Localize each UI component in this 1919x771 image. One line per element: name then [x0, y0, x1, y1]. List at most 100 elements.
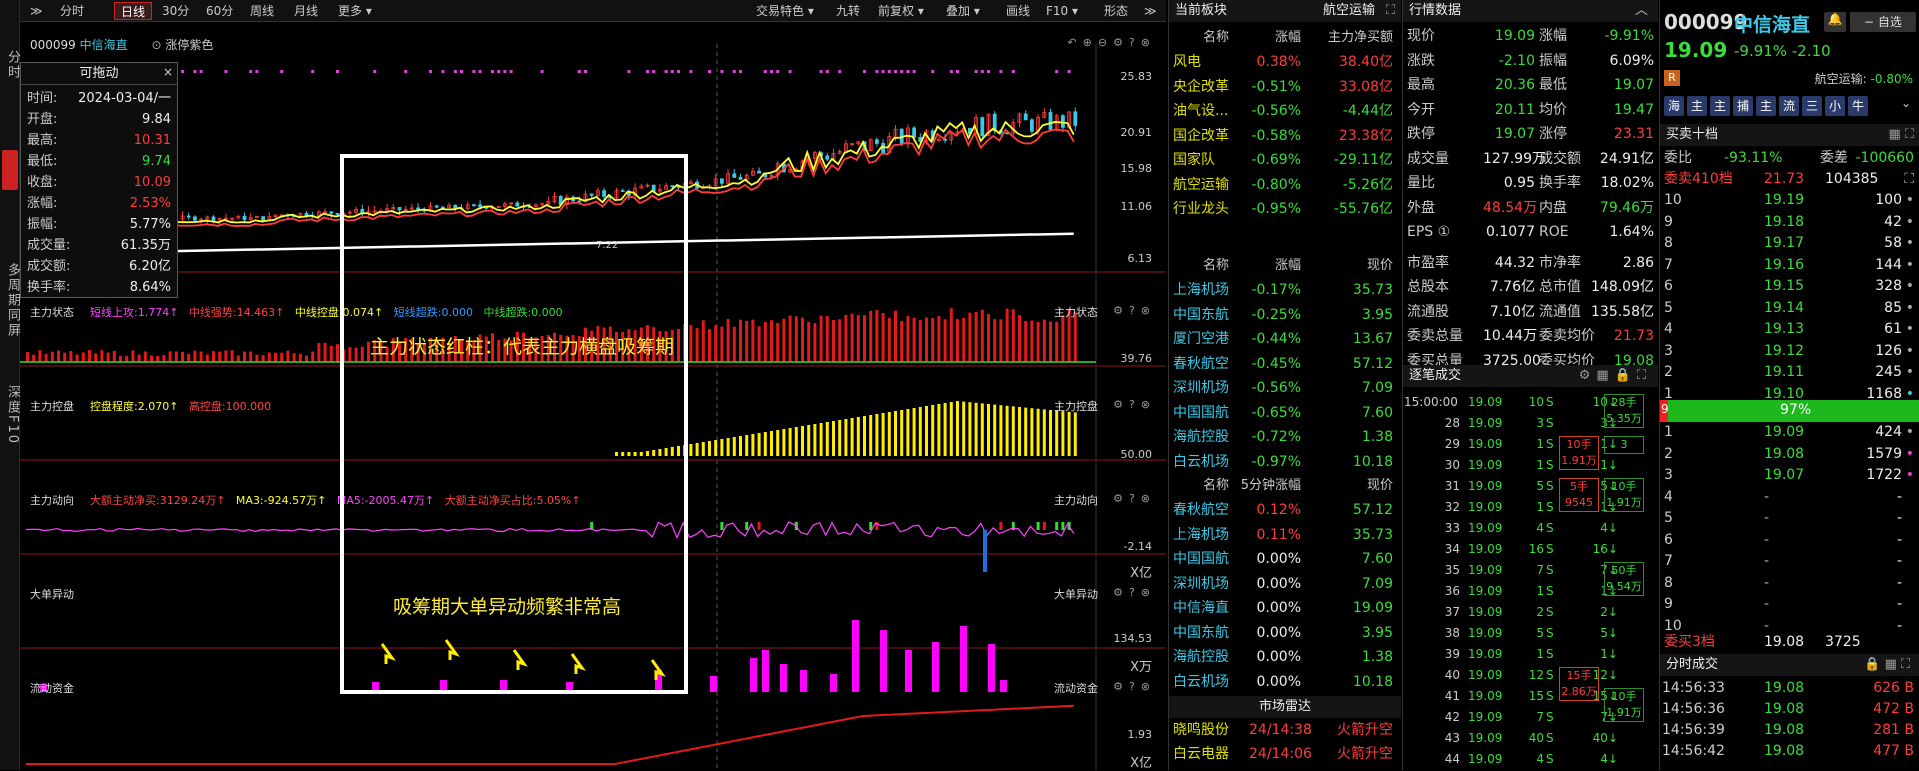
sector-row[interactable]: 风电 0.38% 38.40亿: [1169, 50, 1401, 74]
close-icon[interactable]: ×: [162, 65, 173, 79]
ticks-tools[interactable]: ⚙▦🔒⛶: [1578, 368, 1652, 383]
ask-level[interactable]: 8 19.17 58 •: [1660, 233, 1919, 254]
strip-fenshi[interactable]: 分时: [5, 50, 20, 80]
bell-icon[interactable]: 🔔: [1824, 12, 1846, 32]
menu-overlay[interactable]: 叠加 ▾: [946, 4, 980, 18]
menu-adjust[interactable]: 前复权 ▾: [878, 4, 924, 18]
lock-icon[interactable]: 🔒▦⛶: [1864, 657, 1914, 672]
strip-collapse-button[interactable]: [2, 150, 18, 190]
sector-row[interactable]: 上海机场 0.11% 35.73: [1169, 523, 1401, 547]
feature-badge[interactable]: 捕: [1733, 96, 1753, 116]
sector-row[interactable]: 国企改革 -0.58% 23.38亿: [1169, 124, 1401, 148]
ask-level[interactable]: 6 19.15 328 •: [1660, 276, 1919, 297]
sector-row[interactable]: 白云机场 -0.97% 10.18: [1169, 450, 1401, 474]
bid-level[interactable]: 1 19.09 424 •: [1660, 422, 1919, 443]
sector-row[interactable]: 国家队 -0.69% -29.11亿: [1169, 148, 1401, 172]
settings-icon[interactable]: ▦ ⛶: [1888, 127, 1914, 142]
feature-badge[interactable]: 三: [1802, 96, 1822, 116]
candle-info-box[interactable]: 可拖动 × 时间: 2024-03-04/一 开盘: 9.84 最高: 10.31 最低: 9…: [20, 62, 178, 298]
collapse-icon[interactable]: ︿: [1634, 3, 1648, 18]
sector-row[interactable]: 中国国航 -0.65% 7.60: [1169, 401, 1401, 425]
feature-badge[interactable]: 海: [1664, 96, 1684, 116]
sector-row[interactable]: 春秋航空 -0.45% 57.12: [1169, 352, 1401, 376]
sector-row[interactable]: 行业龙头 -0.95% -55.76亿: [1169, 197, 1401, 221]
tab-weekly[interactable]: 周线: [250, 4, 275, 18]
sector-row[interactable]: 春秋航空 0.12% 57.12: [1169, 498, 1401, 522]
bid-level[interactable]: 6 - -: [1660, 530, 1919, 551]
panel4-tools[interactable]: ⚙?⊗: [1113, 586, 1156, 599]
sector-row[interactable]: 深圳机场 0.00% 7.09: [1169, 572, 1401, 596]
ask-level[interactable]: 5 19.14 85 •: [1660, 298, 1919, 319]
bid-level[interactable]: 9 - -: [1660, 594, 1919, 615]
sector-row[interactable]: 厦门空港 -0.44% 13.67: [1169, 327, 1401, 351]
status-bar: [274, 352, 277, 362]
ask-level[interactable]: 1 19.10 1168 •: [1660, 384, 1919, 405]
tab-daily[interactable]: 日线: [114, 2, 153, 20]
ask-level[interactable]: 7 19.16 144 •: [1660, 255, 1919, 276]
bid-level[interactable]: 5 - -: [1660, 508, 1919, 529]
orderbook-tab[interactable]: 买卖十档 ▦ ⛶: [1660, 124, 1919, 146]
status-bar: [168, 351, 172, 362]
panel5-tools[interactable]: ⚙?⊗: [1113, 680, 1156, 693]
bid-level[interactable]: 10 - -: [1660, 616, 1919, 637]
collapse-right-icon[interactable]: ≫: [1144, 4, 1157, 18]
sector-row[interactable]: 央企改革 -0.51% 33.08亿: [1169, 75, 1401, 99]
panel2-tools[interactable]: ⚙?⊗: [1113, 398, 1156, 411]
ask-level[interactable]: 2 19.11 245 •: [1660, 362, 1919, 383]
add-watchlist-button[interactable]: − 自选: [1850, 12, 1916, 32]
feature-badge[interactable]: 主: [1756, 96, 1776, 116]
panel3-tools[interactable]: ⚙?⊗: [1113, 492, 1156, 505]
sector-row[interactable]: 油气设... -0.56% -4.44亿: [1169, 99, 1401, 123]
chart-tools[interactable]: ↶⊕⊖⚙?⊗: [1067, 36, 1156, 49]
sector-row[interactable]: 深圳机场 -0.56% 7.09: [1169, 376, 1401, 400]
feature-badge[interactable]: 主: [1710, 96, 1730, 116]
sector-row[interactable]: 海航控股 0.00% 1.38: [1169, 645, 1401, 669]
bid-level[interactable]: 8 - -: [1660, 573, 1919, 594]
sector-row[interactable]: 中信海直 0.00% 19.09: [1169, 596, 1401, 620]
feature-badge[interactable]: 牛: [1848, 96, 1868, 116]
sector-value: 35.73: [1352, 526, 1393, 543]
strip-multi-period[interactable]: 多周期同屏: [5, 262, 20, 338]
radar-row[interactable]: 晓鸣股份 24/14:38 火箭升空: [1169, 718, 1401, 742]
sector-row[interactable]: 中国国航 0.00% 7.60: [1169, 547, 1401, 571]
expand-icon[interactable]: ⛶: [1385, 3, 1395, 18]
sector-row[interactable]: 中国东航 0.00% 3.95: [1169, 621, 1401, 645]
radar-row[interactable]: 白云电器 24/14:06 火箭升空: [1169, 742, 1401, 766]
menu-draw[interactable]: 画线: [1006, 4, 1031, 18]
tab-30min[interactable]: 30分: [162, 4, 190, 18]
menu-f10[interactable]: F10 ▾: [1046, 4, 1079, 18]
expand-icon[interactable]: ≫: [30, 4, 43, 18]
sector-change[interactable]: 航空运输: -0.80%: [1814, 72, 1913, 86]
sector-row[interactable]: 中国东航 -0.25% 3.95: [1169, 303, 1401, 327]
panel1-tools[interactable]: ⚙?⊗: [1113, 304, 1156, 317]
ask-level[interactable]: 3 19.12 126 •: [1660, 341, 1919, 362]
tab-60min[interactable]: 60分: [206, 4, 234, 18]
chevron-down-icon[interactable]: ⌄: [1900, 96, 1911, 110]
tab-monthly[interactable]: 月线: [294, 4, 319, 18]
bid-level[interactable]: 2 19.08 1579 •: [1660, 444, 1919, 465]
bid-level[interactable]: 3 19.07 1722 •: [1660, 465, 1919, 486]
ask-level[interactable]: 4 19.13 61 •: [1660, 319, 1919, 340]
feature-badge[interactable]: 小: [1825, 96, 1845, 116]
bid-level[interactable]: 4 - -: [1660, 487, 1919, 508]
sector-row[interactable]: 海航控股 -0.72% 1.38: [1169, 425, 1401, 449]
strip-f10[interactable]: 深度F10: [5, 384, 20, 446]
feature-badge[interactable]: 流: [1779, 96, 1799, 116]
menu-nine-turn[interactable]: 九转: [836, 4, 861, 18]
level-volume: 58: [1884, 235, 1902, 251]
menu-pattern[interactable]: 形态: [1104, 4, 1129, 18]
ask-level[interactable]: 9 19.18 42 •: [1660, 212, 1919, 233]
expand-icon[interactable]: ⛶: [1904, 171, 1914, 187]
menu-trade-feature[interactable]: 交易特色 ▾: [756, 4, 814, 18]
tab-more[interactable]: 更多 ▾: [338, 4, 372, 18]
tab-fenshi[interactable]: 分时: [60, 4, 85, 18]
status-bar: [813, 323, 817, 362]
control-bar: [906, 409, 910, 456]
ask-level[interactable]: 10 19.19 100 •: [1660, 190, 1919, 211]
feature-badge[interactable]: 主: [1687, 96, 1707, 116]
sector-row[interactable]: 航空运输 -0.80% -5.26亿: [1169, 173, 1401, 197]
tick-qty: 40: [1528, 731, 1544, 745]
sector-row[interactable]: 白云机场 0.00% 10.18: [1169, 670, 1401, 694]
bid-level[interactable]: 7 - -: [1660, 551, 1919, 572]
sector-row[interactable]: 上海机场 -0.17% 35.73: [1169, 278, 1401, 302]
